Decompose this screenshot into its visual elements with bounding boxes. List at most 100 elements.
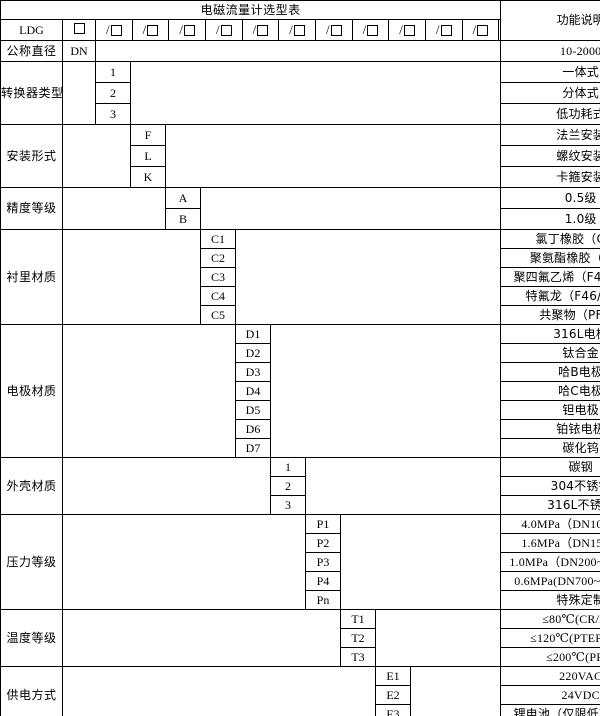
description-cell: 1.6MPa（DN15~150） [500,533,600,553]
code-box-slot-10: / [426,20,463,40]
slash-glyph: / [289,22,293,38]
code-cell: E1 [375,666,411,686]
code-box-slot-6: / [279,20,316,40]
description-cell: 24VDC [500,685,600,705]
description-cell: 0.6MPa(DN700~DN2000) [500,571,600,591]
code-cell: E2 [375,685,411,705]
spacer-cell [94,40,502,62]
code-box-slot-2: / [133,20,170,40]
square-box-icon [110,24,122,36]
description-cell: 低功耗式 [500,103,600,125]
slash-glyph: / [399,22,403,38]
code-cell: C5 [200,305,236,325]
square-box-icon [367,24,379,36]
spacer-cell [129,61,502,125]
code-cell: D1 [235,324,271,344]
square-box-icon [257,24,269,36]
description-cell: 螺纹安装 [500,145,600,167]
description-cell: 316L电极 [500,324,600,344]
spacer-cell [62,124,131,188]
code-cell: T2 [340,628,376,648]
code-cell: 3 [270,495,306,515]
description-cell: 聚氨酯橡胶（PU） [500,248,600,268]
description-cell: 铂铱电极 [500,419,600,439]
description-cell: 卡箍安装 [500,166,600,188]
code-cell: 2 [95,82,131,104]
row-label-power-supply: 供电方式 [0,666,63,716]
row-label-electrode-material: 电极材质 [0,324,63,458]
description-cell: 特氟龙（F46/FEP） [500,286,600,306]
description-cell: 10-2000 [500,40,600,62]
description-cell: 聚四氟乙烯（F4/PTFE） [500,267,600,287]
spacer-cell [374,609,502,667]
code-cell: D5 [235,400,271,420]
code-cell: D6 [235,419,271,439]
code-cell: 2 [270,476,306,496]
code-box-slot-5: / [243,20,280,40]
spacer-cell [62,666,376,716]
description-cell: 一体式 [500,61,600,83]
description-column-header: 功能说明 [500,0,600,41]
spacer-cell [199,187,502,230]
row-label-accuracy-grade: 精度等级 [0,187,63,230]
table-title: 电磁流量计选型表 [0,0,502,20]
slash-glyph: / [435,22,440,38]
description-cell: 1.0MPa（DN200~DN600） [500,552,600,572]
code-box-slot-8: / [353,20,390,40]
square-box-icon [403,24,415,36]
row-label-shell-material: 外壳材质 [0,457,63,515]
code-cell: P1 [305,514,341,534]
description-cell: 0.5级 [500,187,600,209]
code-cell: D7 [235,438,271,458]
description-cell: ≤80℃(CR/PU) [500,609,600,629]
description-cell: 锂电池（仅限低功耗式） [500,704,600,716]
code-cell: C3 [200,267,236,287]
code-cell: C1 [200,229,236,249]
description-cell: 特殊定制 [500,590,600,610]
description-cell: ≤120℃(PTEP/FEP) [500,628,600,648]
description-cell: 220VAC [500,666,600,686]
slash-glyph: / [142,22,147,38]
description-cell: 碳化钨 [500,438,600,458]
spacer-cell [62,457,271,515]
code-box-slot-3: / [169,20,206,40]
description-cell: 哈C电极 [500,381,600,401]
code-box-slot-12: / [499,21,500,40]
square-box-icon [440,24,452,36]
description-cell: 碳钢 [500,457,600,477]
code-cell: B [165,208,201,230]
slash-glyph: / [325,22,330,38]
description-cell: 钛合金 [500,343,600,363]
spacer-cell [234,229,502,325]
spacer-cell [62,514,306,610]
spacer-cell [304,457,502,515]
model-prefix-label: LDG [0,19,63,41]
spacer-cell [62,187,166,230]
code-box-slot-7: / [316,20,353,40]
slash-glyph: / [179,22,183,38]
slash-glyph: / [215,22,220,38]
code-cell: 3 [95,103,131,125]
slash-glyph: / [472,22,477,38]
spacer-cell [62,229,201,325]
square-box-icon [330,24,342,36]
spacer-cell [269,324,502,458]
code-cell: K [130,166,166,188]
code-box-slot-4: / [206,20,243,40]
code-cell: E3 [375,704,411,716]
code-cell: F [130,124,166,146]
square-box-icon [183,24,195,36]
square-box-icon [477,24,489,36]
spacer-cell [339,514,502,610]
code-cell: A [165,187,201,209]
row-label-nominal-diameter: 公称直径 [0,40,63,62]
square-box-icon [220,24,232,36]
row-label-lining-material: 衬里材质 [0,229,63,325]
code-cell: D3 [235,362,271,382]
code-cell: P3 [305,552,341,572]
code-cell: P2 [305,533,341,553]
description-cell: 316L不锈钢 [500,495,600,515]
description-cell: 分体式 [500,82,600,104]
slash-glyph: / [362,22,367,38]
